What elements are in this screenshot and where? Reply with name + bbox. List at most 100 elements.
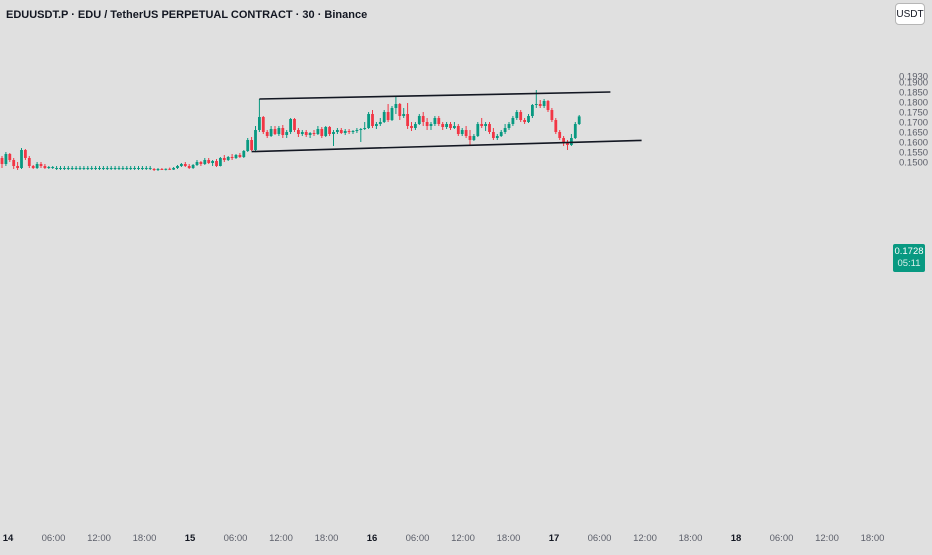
candle (277, 126, 281, 136)
candle-body (312, 133, 316, 134)
candle-body (222, 158, 226, 160)
candle (464, 126, 468, 138)
candle (336, 128, 339, 134)
candle-body (355, 130, 359, 131)
symbol-title[interactable]: EDUUSDT.P · EDU / TetherUS PERPETUAL CON… (6, 9, 368, 21)
candle-body (27, 158, 31, 166)
time-tick-label: 18:00 (679, 533, 703, 544)
candle-body (102, 168, 105, 169)
candle (148, 166, 152, 170)
trendlines-group (251, 91, 642, 153)
price-tick-label: 0.1700 (899, 118, 928, 129)
candle-body (129, 168, 133, 169)
price-axis[interactable]: 0.19300.19000.18500.18000.17500.17000.16… (899, 72, 928, 169)
candle-body (351, 131, 355, 132)
candle-body (24, 150, 27, 158)
time-tick-label: 15 (185, 533, 196, 544)
candle-body (332, 132, 335, 134)
candle-body (90, 168, 94, 169)
candle (219, 157, 222, 167)
trendline-upper-channel[interactable] (259, 91, 611, 100)
candle-body (176, 166, 179, 168)
time-tick-label: 18:00 (497, 533, 521, 544)
candle-body (94, 168, 97, 169)
candle-body (480, 124, 484, 126)
candle-body (386, 112, 390, 120)
candle-body (211, 161, 214, 163)
candle-body (86, 168, 90, 169)
candle (70, 166, 74, 170)
candle-body (238, 155, 242, 157)
candle (460, 128, 464, 136)
currency-button[interactable]: USDT (895, 3, 925, 25)
candle (542, 99, 546, 108)
candle-body (254, 130, 257, 150)
candle-body (16, 166, 19, 168)
candle (125, 166, 129, 170)
candle-body (316, 129, 320, 134)
candle-body (519, 112, 523, 120)
candle (63, 166, 66, 170)
candle-body (226, 157, 230, 160)
candle-body (488, 124, 491, 132)
candle-body (527, 116, 530, 122)
candle (339, 128, 343, 134)
candle-body (137, 168, 140, 169)
candle (261, 116, 265, 134)
candle-body (133, 168, 136, 169)
candle (16, 162, 19, 170)
candle-body (105, 168, 109, 169)
candle-body (0, 158, 4, 164)
candle (234, 154, 238, 159)
candle (105, 166, 109, 170)
candle-body (199, 162, 203, 164)
candle-body (375, 124, 378, 126)
candle (304, 130, 308, 137)
candle-body (281, 128, 285, 135)
candle (27, 156, 31, 168)
trendline-lower-channel[interactable] (251, 139, 642, 153)
candle-body (289, 119, 292, 132)
candle-body (425, 122, 429, 126)
candle (289, 118, 292, 134)
candle-body (460, 130, 464, 134)
candle (121, 166, 125, 170)
candle-body (183, 164, 187, 166)
candle (211, 160, 214, 166)
candle-body (35, 164, 39, 168)
candle-body (503, 128, 507, 132)
time-tick-label: 12:00 (815, 533, 839, 544)
candle (74, 166, 78, 170)
price-tick-label: 0.1930 (899, 72, 928, 83)
time-axis[interactable]: 14 06:00 12:00 18:00 15 06:00 12:00 18:00 16 06:0… (3, 533, 885, 544)
candle (164, 168, 168, 171)
candle (113, 166, 117, 170)
candle-body (277, 128, 281, 134)
candle-body (59, 168, 62, 169)
candle-body (558, 132, 562, 138)
time-tick-label: 18 (731, 533, 742, 544)
candle-body (258, 117, 261, 130)
candle (129, 166, 133, 170)
candle (39, 162, 43, 168)
candle-body (113, 168, 117, 169)
candle-body (63, 168, 66, 169)
candle (562, 136, 565, 146)
candle (570, 134, 573, 146)
candle (191, 164, 195, 169)
candle-body (453, 126, 456, 128)
candle (511, 116, 515, 126)
candle (117, 166, 121, 170)
candle-body (343, 131, 347, 133)
candle-body (573, 124, 577, 138)
candle (394, 96, 398, 114)
candle (269, 126, 273, 137)
price-tick-label: 0.1600 (899, 138, 928, 149)
candle-body (472, 136, 476, 140)
candle-body (125, 168, 129, 169)
candle (141, 166, 144, 170)
candle-body (152, 169, 156, 170)
candle-body (12, 160, 16, 166)
